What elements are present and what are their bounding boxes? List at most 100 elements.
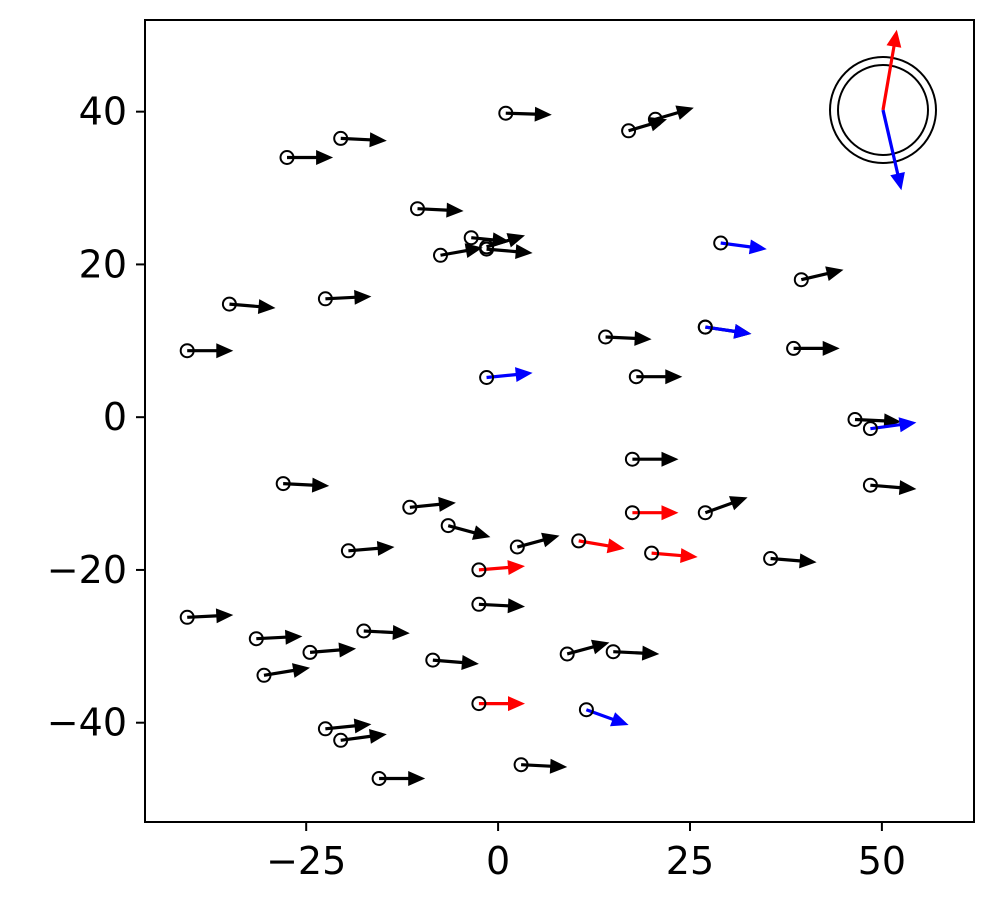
vector-mark: [440, 518, 491, 540]
y-tick-label: −40: [47, 701, 127, 745]
vector-mark: [340, 541, 395, 559]
vector-arrow: [704, 496, 748, 515]
vector-mark: [697, 319, 752, 339]
vector-mark: [513, 757, 568, 774]
vector-origin-marker: [340, 543, 356, 559]
y-tick-label: −20: [47, 548, 127, 592]
vector-origin-marker: [763, 551, 779, 566]
vector-arrow: [655, 105, 694, 121]
vector-arrow: [793, 340, 840, 356]
vector-arrow: [478, 696, 525, 712]
vector-origin-marker: [471, 696, 487, 712]
vector-origin-marker: [697, 505, 713, 521]
vector-arrow: [256, 629, 303, 645]
vector-mark: [333, 130, 387, 148]
vector-origin-marker: [302, 644, 318, 660]
vector-arrow: [770, 553, 817, 569]
vector-arrow: [187, 608, 234, 624]
vector-origin-marker: [333, 130, 349, 146]
vector-mark: [571, 533, 625, 554]
vector-origin-marker: [786, 340, 802, 356]
vector-origin-marker: [402, 499, 418, 515]
vector-arrow: [229, 299, 276, 314]
vector-mark: [317, 289, 372, 307]
vector-origin-marker: [559, 646, 575, 662]
vector-arrow: [486, 367, 533, 382]
vector-mark: [793, 266, 844, 288]
vector-mark: [179, 608, 234, 625]
vector-mark: [279, 150, 334, 165]
vector-origin-marker: [471, 596, 487, 612]
x-tick-label: 0: [486, 839, 510, 883]
vector-arrow: [870, 480, 917, 495]
vector-origin-marker: [628, 369, 644, 385]
vector-mark: [471, 596, 525, 614]
vector-origin-marker: [356, 623, 372, 639]
vector-arrow: [516, 532, 560, 549]
vector-arrow: [800, 266, 844, 282]
vector-mark: [471, 560, 525, 578]
vector-mark: [786, 340, 840, 356]
vector-mark: [605, 644, 660, 661]
x-tick-label: 25: [666, 839, 714, 883]
vector-arrow: [632, 451, 679, 467]
vector-origin-marker: [317, 721, 333, 737]
vector-mark: [256, 663, 310, 683]
vector-mark: [713, 235, 767, 255]
vector-arrow: [348, 541, 395, 556]
x-tick-label: −25: [266, 839, 346, 883]
vector-arrow: [651, 548, 698, 563]
vector-arrow: [505, 106, 552, 122]
vector-arrow: [417, 202, 464, 218]
y-tick-label: 40: [79, 90, 127, 134]
vector-mark: [179, 343, 234, 359]
vector-mark: [317, 718, 372, 737]
vector-origin-marker: [647, 111, 663, 127]
vector-arrow: [363, 625, 410, 640]
vector-mark: [644, 545, 698, 563]
vector-mark: [559, 639, 610, 662]
vector-arrow: [521, 758, 568, 774]
vector-arrow: [340, 132, 387, 148]
vector-origin-marker: [433, 247, 448, 263]
vector-mark: [697, 496, 748, 521]
vector-arrow: [309, 642, 357, 658]
vector-origin-marker: [793, 272, 809, 288]
vector-arrow: [325, 718, 372, 734]
vector-mark: [498, 105, 552, 122]
vector-arrow: [870, 417, 917, 433]
vector-arrow: [325, 289, 372, 305]
vector-origin-marker: [425, 652, 441, 668]
y-axis: −40 −20 0 20 40: [47, 90, 145, 745]
vector-mark: [509, 532, 560, 555]
vector-mark: [221, 296, 276, 314]
vector-arrow: [605, 330, 652, 346]
vector-origin-marker: [509, 539, 525, 555]
vector-origin-marker: [862, 421, 878, 437]
vector-mark: [763, 551, 817, 569]
vector-mark: [302, 642, 357, 660]
vector-mark: [248, 629, 303, 647]
compass-arrow: [881, 29, 902, 111]
vector-mark: [433, 243, 483, 263]
vector-origin-marker: [605, 644, 621, 660]
vector-origin-marker: [479, 370, 495, 385]
vector-origin-marker: [440, 518, 456, 534]
vector-mark: [425, 652, 479, 670]
vector-arrow: [628, 117, 667, 133]
compass-icon: [829, 29, 937, 191]
compass-inner-ring: [837, 64, 929, 156]
vector-origin-marker: [571, 533, 587, 549]
x-tick-label: 50: [858, 839, 906, 883]
vector-arrow: [585, 708, 629, 727]
vector-marks: [179, 105, 917, 786]
vector-mark: [624, 451, 679, 467]
vector-arrow: [636, 369, 683, 385]
vector-arrow: [486, 244, 533, 259]
vector-arrow: [379, 771, 426, 786]
vector-arrow: [440, 243, 483, 258]
vector-arrow: [478, 560, 525, 575]
vector-arrow: [720, 239, 767, 255]
